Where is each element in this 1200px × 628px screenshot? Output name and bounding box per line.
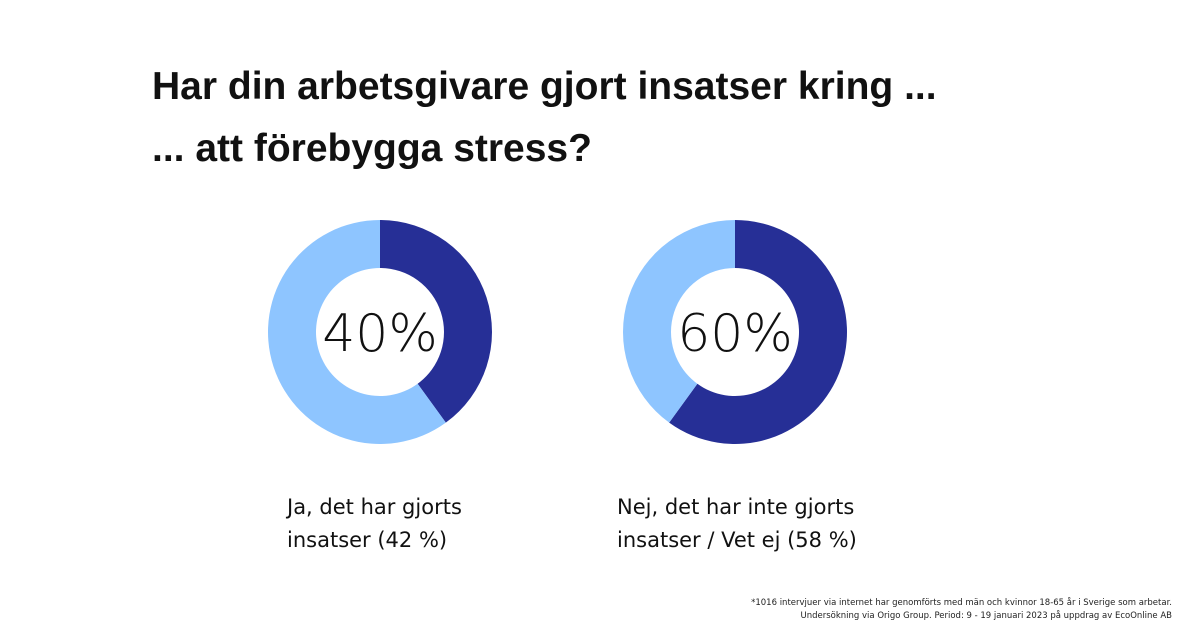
donut-center-label-no: 60%	[677, 304, 793, 364]
caption-no-line-2: insatser / Vet ej (58 %)	[617, 528, 857, 552]
donut-svg-no: 60%	[622, 220, 847, 444]
caption-yes-line-1: Ja, det har gjorts	[287, 495, 462, 519]
title-line-2: ... att förebygga stress?	[152, 127, 592, 170]
caption-no-line-1: Nej, det har inte gjorts	[617, 495, 855, 519]
donut-slices-yes	[268, 220, 493, 444]
donut-chart-no: 60%	[622, 219, 848, 445]
donut-yes-slice-1	[380, 220, 493, 423]
chart-title: Har din arbetsgivare gjort insatser krin…	[152, 56, 937, 180]
donut-svg-yes: 40%	[268, 220, 493, 444]
caption-no: Nej, det har inte gjorts insatser / Vet …	[617, 491, 917, 557]
donut-yes-slice-2	[268, 220, 446, 444]
donut-slices-no	[622, 220, 847, 444]
donut-center-label-yes: 40%	[322, 304, 438, 364]
donut-no-slice-2	[622, 220, 735, 423]
title-line-1: Har din arbetsgivare gjort insatser krin…	[152, 65, 937, 108]
footnote-line-2: Undersökning via Origo Group. Period: 9 …	[800, 611, 1173, 621]
footnote-line-1: *1016 intervjuer via internet har genomf…	[751, 598, 1172, 608]
caption-yes: Ja, det har gjorts insatser (42 %)	[287, 491, 587, 557]
caption-yes-line-2: insatser (42 %)	[287, 528, 448, 552]
footnote: *1016 intervjuer via internet har genomf…	[751, 597, 1172, 623]
donut-no-slice-1	[669, 220, 847, 444]
donut-chart-yes: 40%	[267, 219, 493, 445]
